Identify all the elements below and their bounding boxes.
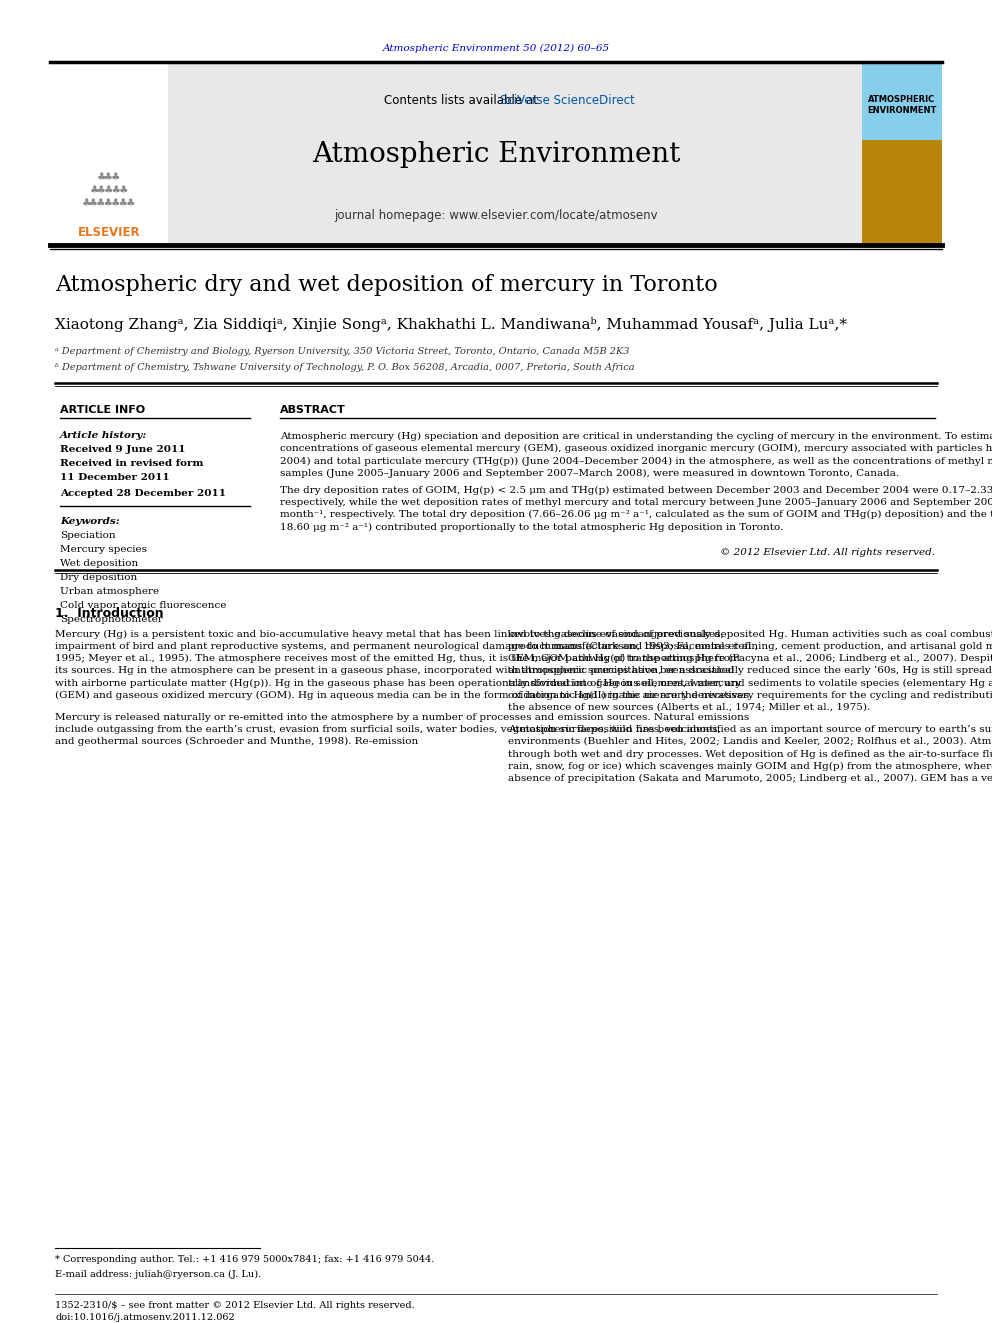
Text: Atmospheric Environment 50 (2012) 60–65: Atmospheric Environment 50 (2012) 60–65: [383, 44, 609, 53]
Text: Atmospheric deposition has been identified as an important source of mercury to : Atmospheric deposition has been identifi…: [508, 725, 992, 734]
Text: ARTICLE INFO: ARTICLE INFO: [60, 405, 145, 415]
Text: impairment of bird and plant reproductive systems, and permanent neurological da: impairment of bird and plant reproductiv…: [55, 642, 758, 651]
Text: Received 9 June 2011: Received 9 June 2011: [60, 446, 186, 455]
Text: ♣♣♣
♣♣♣♣♣
♣♣♣♣♣♣♣: ♣♣♣ ♣♣♣♣♣ ♣♣♣♣♣♣♣: [82, 171, 135, 209]
Text: anthropogenic sources have been drastically reduced since the early ’60s, Hg is : anthropogenic sources have been drastica…: [508, 667, 992, 675]
Text: 1.  Introduction: 1. Introduction: [55, 607, 164, 620]
Text: environments (Buehler and Hites, 2002; Landis and Keeler, 2002; Rolfhus et al., : environments (Buehler and Hites, 2002; L…: [508, 737, 992, 746]
Text: Wet deposition: Wet deposition: [60, 560, 138, 569]
Text: journal homepage: www.elsevier.com/locate/atmosenv: journal homepage: www.elsevier.com/locat…: [334, 209, 658, 221]
Text: SciVerse ScienceDirect: SciVerse ScienceDirect: [500, 94, 635, 106]
Text: the absence of new sources (Alberts et al., 1974; Miller et al., 1975).: the absence of new sources (Alberts et a…: [508, 703, 870, 712]
Text: respectively, while the wet deposition rates of methyl mercury and total mercury: respectively, while the wet deposition r…: [280, 497, 992, 507]
Text: Mercury (Hg) is a persistent toxic and bio-accumulative heavy metal that has bee: Mercury (Hg) is a persistent toxic and b…: [55, 630, 724, 639]
Text: Speciation: Speciation: [60, 532, 116, 541]
Text: Mercury is released naturally or re-emitted into the atmosphere by a number of p: Mercury is released naturally or re-emit…: [55, 713, 749, 722]
Text: Received in revised form: Received in revised form: [60, 459, 203, 468]
Text: Atmospheric Environment: Atmospheric Environment: [311, 142, 681, 168]
Text: concentrations of gaseous elemental mercury (GEM), gaseous oxidized inorganic me: concentrations of gaseous elemental merc…: [280, 445, 992, 454]
Text: Xiaotong Zhangᵃ, Zia Siddiqiᵃ, Xinjie Songᵃ, Khakhathi L. Mandiwanaᵇ, Muhammad Y: Xiaotong Zhangᵃ, Zia Siddiqiᵃ, Xinjie So…: [55, 318, 847, 332]
Text: Keywords:: Keywords:: [60, 516, 120, 525]
Text: Atmospheric dry and wet deposition of mercury in Toronto: Atmospheric dry and wet deposition of me…: [55, 274, 718, 296]
Text: 11 December 2011: 11 December 2011: [60, 474, 170, 483]
Text: (GEM) and gaseous oxidized mercury (GOM). Hg in aqueous media can be in the form: (GEM) and gaseous oxidized mercury (GOM)…: [55, 691, 752, 700]
Text: and geothermal sources (Schroeder and Munthe, 1998). Re-emission: and geothermal sources (Schroeder and Mu…: [55, 737, 419, 746]
Text: Mercury species: Mercury species: [60, 545, 147, 554]
Text: oxidation to Hg(II) in the air are the necessary requirements for the cycling an: oxidation to Hg(II) in the air are the n…: [508, 691, 992, 700]
Text: Accepted 28 December 2011: Accepted 28 December 2011: [60, 488, 226, 497]
Text: © 2012 Elsevier Ltd. All rights reserved.: © 2012 Elsevier Ltd. All rights reserved…: [720, 548, 935, 557]
Text: involves gaseous evasion of previously deposited Hg. Human activities such as co: involves gaseous evasion of previously d…: [508, 630, 992, 639]
Text: samples (June 2005–January 2006 and September 2007–March 2008), were measured in: samples (June 2005–January 2006 and Sept…: [280, 468, 899, 478]
Text: include outgassing from the earth’s crust, evasion from surficial soils, water b: include outgassing from the earth’s crus…: [55, 725, 721, 734]
Text: Article history:: Article history:: [60, 430, 147, 439]
Text: absence of precipitation (Sakata and Marumoto, 2005; Lindberg et al., 2007). GEM: absence of precipitation (Sakata and Mar…: [508, 774, 992, 783]
Text: with airborne particulate matter (Hg(p)). Hg in the gaseous phase has been opera: with airborne particulate matter (Hg(p))…: [55, 679, 741, 688]
Text: rain, snow, fog or ice) which scavenges mainly GOIM and Hg(p) from the atmospher: rain, snow, fog or ice) which scavenges …: [508, 762, 992, 771]
Text: Dry deposition: Dry deposition: [60, 573, 137, 582]
Text: Spectrophotometer: Spectrophotometer: [60, 615, 163, 624]
Text: ATMOSPHERIC
ENVIRONMENT: ATMOSPHERIC ENVIRONMENT: [867, 95, 936, 115]
Text: transformation of Hg in soil, ores, water, and sediments to volatile species (el: transformation of Hg in soil, ores, wate…: [508, 679, 992, 688]
Text: through both wet and dry processes. Wet deposition of Hg is defined as the air-t: through both wet and dry processes. Wet …: [508, 749, 992, 758]
Text: The dry deposition rates of GOIM, Hg(p) < 2.5 μm and THg(p) estimated between De: The dry deposition rates of GOIM, Hg(p) …: [280, 486, 992, 495]
Bar: [50, 62, 168, 245]
Text: Urban atmosphere: Urban atmosphere: [60, 587, 159, 597]
Text: Cold vapor atomic fluorescence: Cold vapor atomic fluorescence: [60, 602, 226, 610]
Text: GEM, GOM and Hg(p) to the atmosphere (Pacyna et al., 2006; Lindberg et al., 2007: GEM, GOM and Hg(p) to the atmosphere (Pa…: [508, 654, 992, 663]
Text: doi:10.1016/j.atmosenv.2011.12.062: doi:10.1016/j.atmosenv.2011.12.062: [55, 1314, 235, 1323]
Text: ᵇ Department of Chemistry, Tshwane University of Technology, P. O. Box 56208, Ar: ᵇ Department of Chemistry, Tshwane Unive…: [55, 363, 635, 372]
Text: month⁻¹, respectively. The total dry deposition (7.66–26.06 μg m⁻² a⁻¹, calculat: month⁻¹, respectively. The total dry dep…: [280, 511, 992, 520]
Bar: [862, 62, 942, 245]
Text: Atmospheric mercury (Hg) speciation and deposition are critical in understanding: Atmospheric mercury (Hg) speciation and …: [280, 433, 992, 441]
Text: 1995; Meyer et al., 1995). The atmosphere receives most of the emitted Hg, thus,: 1995; Meyer et al., 1995). The atmospher…: [55, 654, 740, 663]
Bar: [862, 62, 942, 140]
Text: * Corresponding author. Tel.: +1 416 979 5000x7841; fax: +1 416 979 5044.: * Corresponding author. Tel.: +1 416 979…: [55, 1256, 434, 1265]
Text: ELSEVIER: ELSEVIER: [77, 225, 140, 238]
Text: 2004) and total particulate mercury (THg(p)) (June 2004–December 2004) in the at: 2004) and total particulate mercury (THg…: [280, 456, 992, 466]
Text: product manufacture and disposal, metals refining, cement production, and artisa: product manufacture and disposal, metals…: [508, 642, 992, 651]
Text: 1352-2310/$ – see front matter © 2012 Elsevier Ltd. All rights reserved.: 1352-2310/$ – see front matter © 2012 El…: [55, 1302, 415, 1311]
Bar: [50, 62, 942, 245]
Text: 18.60 μg m⁻² a⁻¹) contributed proportionally to the total atmospheric Hg deposit: 18.60 μg m⁻² a⁻¹) contributed proportion…: [280, 523, 784, 532]
Text: its sources. Hg in the atmosphere can be present in a gaseous phase, incorporate: its sources. Hg in the atmosphere can be…: [55, 667, 734, 675]
Text: ABSTRACT: ABSTRACT: [280, 405, 346, 415]
Text: ᵃ Department of Chemistry and Biology, Ryerson University, 350 Victoria Street, : ᵃ Department of Chemistry and Biology, R…: [55, 348, 630, 356]
Text: Contents lists available at: Contents lists available at: [384, 94, 542, 106]
Text: E-mail address: juliah@ryerson.ca (J. Lu).: E-mail address: juliah@ryerson.ca (J. Lu…: [55, 1270, 261, 1278]
